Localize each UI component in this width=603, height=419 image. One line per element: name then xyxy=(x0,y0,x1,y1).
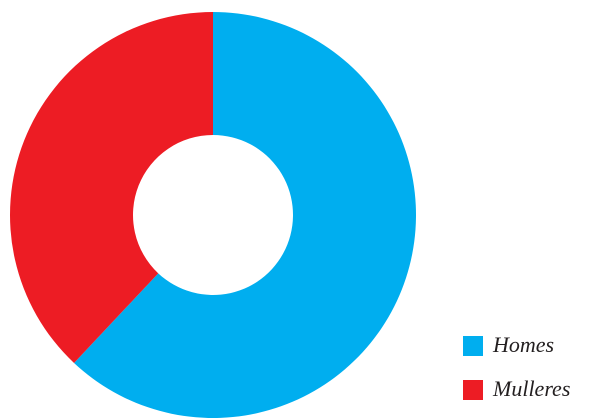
donut-slice xyxy=(74,12,417,418)
donut-slice xyxy=(10,12,214,363)
legend-swatch xyxy=(463,336,483,356)
legend-label: Mulleres xyxy=(492,376,570,401)
legend-swatch xyxy=(463,380,483,400)
legend-label: Homes xyxy=(492,332,554,357)
